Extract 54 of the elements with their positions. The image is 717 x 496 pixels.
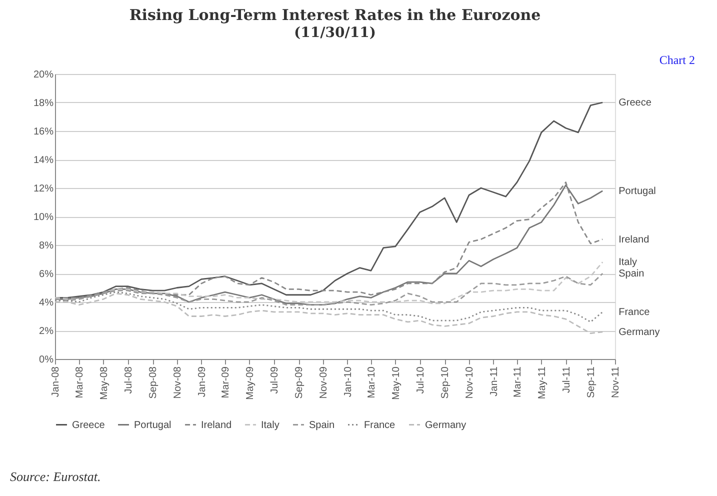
text: Greece [618, 98, 652, 108]
legend-label: Spain [309, 420, 335, 431]
y-tick-label: 10% [33, 212, 54, 223]
legend-label: Germany [425, 420, 466, 431]
text: Spain [618, 268, 644, 280]
line-series [54, 272, 604, 306]
y-tick-label: 18% [33, 98, 54, 109]
x-tick-label: Mar-10 [366, 366, 378, 398]
y-tick-label: 4% [39, 298, 54, 308]
x-tick-label: May-08 [98, 366, 110, 400]
x-tick-label: Mar-11 [512, 366, 524, 398]
y-tick-label: 14% [33, 155, 54, 166]
x-tick-label: Sep-10 [440, 366, 452, 399]
text: Germany [618, 326, 660, 338]
y-tick-label: 12% [33, 184, 54, 194]
source-note: Source: Eurostat. [10, 469, 101, 484]
x-tick-label: Jul-11 [561, 366, 572, 393]
x-tick-label: Jan-08 [50, 366, 62, 398]
y-tick-label: 8% [39, 240, 54, 252]
x-tick-label: Sep-08 [148, 366, 160, 399]
y-tick-label: 16% [33, 126, 54, 138]
y-tick-label: 20% [33, 70, 54, 80]
legend-label: Italy [261, 420, 280, 431]
y-tick-label: 2% [39, 326, 54, 337]
x-tick-label: Nov-10 [464, 366, 476, 399]
text: Portugal [618, 186, 656, 197]
text: France [618, 306, 650, 318]
legend-label: Portugal [134, 420, 172, 431]
x-tick-label: Mar-08 [74, 366, 86, 398]
caption: Chart 2 [659, 53, 695, 67]
x-tick-label: Jul-09 [269, 366, 280, 394]
x-tick-label: Jan-09 [196, 366, 208, 398]
x-tick-label: Jan-10 [342, 366, 354, 398]
y-tick-label: 0% [39, 354, 54, 366]
x-tick-label: Mar-09 [220, 366, 232, 398]
legend-label: Greece [72, 420, 106, 431]
x-tick-label: Sep-11 [586, 366, 598, 398]
text: Italy [618, 257, 637, 268]
x-tick-label: May-10 [390, 366, 402, 400]
x-tick-label: May-11 [536, 366, 548, 400]
legend-label: Ireland [201, 420, 232, 431]
chart-title: Rising Long-Term Interest Rates in the Eurozone [129, 6, 541, 24]
x-tick-label: Sep-09 [294, 366, 306, 399]
text: Ireland [618, 234, 650, 246]
y-tick-label: 6% [39, 269, 54, 280]
x-tick-label: Jul-08 [123, 366, 134, 394]
legend-label: France [364, 420, 396, 431]
x-tick-label: Nov-11 [610, 366, 622, 398]
x-tick-label: Jul-10 [415, 366, 426, 394]
x-tick-label: Nov-08 [172, 366, 184, 399]
x-tick-label: Nov-09 [318, 366, 330, 399]
x-tick-label: May-09 [244, 366, 256, 400]
chart-subtitle: (11/30/11) [294, 25, 376, 41]
x-tick-label: Jan-11 [488, 366, 500, 396]
